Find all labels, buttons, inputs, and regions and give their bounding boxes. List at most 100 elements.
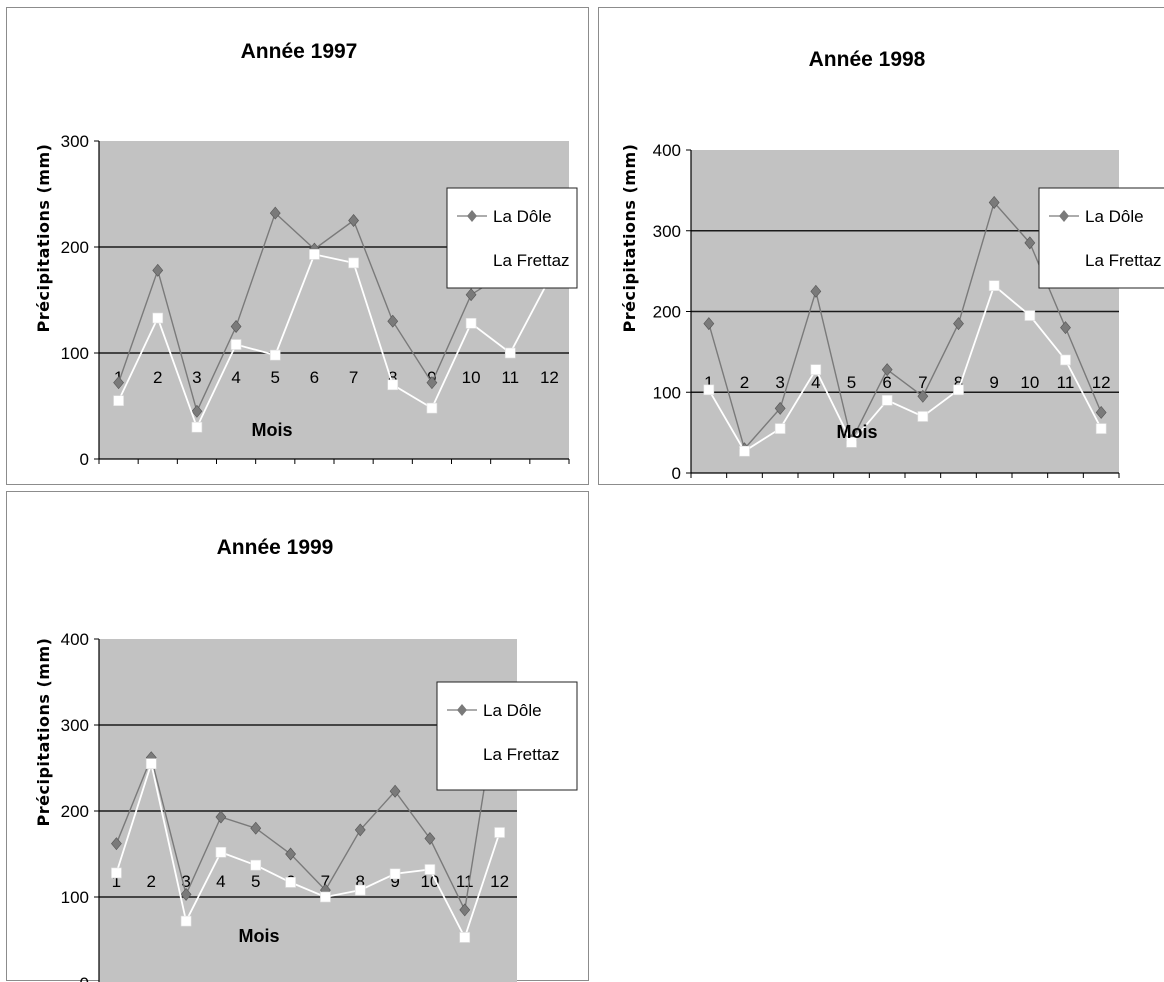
data-point-square [215, 846, 227, 858]
series-line [708, 284, 1102, 453]
data-point-square [191, 421, 203, 433]
data-point-square [285, 877, 296, 888]
x-tick-label: 4 [811, 373, 820, 392]
data-point-square [320, 891, 331, 903]
data-point-square [1095, 423, 1107, 434]
y-tick-label: 300 [61, 132, 89, 151]
legend-marker-square [467, 255, 477, 265]
legend-label: La Frettaz [1085, 251, 1162, 270]
legend-box [436, 681, 578, 791]
x-tick-label: 3 [181, 872, 190, 891]
data-point-square [180, 915, 192, 927]
data-point-square [504, 347, 516, 359]
data-point-diamond [917, 389, 929, 403]
x-tick-label: 5 [271, 368, 280, 387]
x-tick-label: 2 [740, 373, 749, 392]
legend-box [1038, 187, 1164, 289]
data-point-diamond [459, 903, 471, 917]
chart-1997: 0100200300123456789101112Année 1997MoisP… [34, 40, 578, 469]
y-tick-label: 400 [653, 141, 681, 160]
data-point-square [953, 384, 964, 396]
x-tick-label: 11 [501, 368, 519, 387]
data-point-diamond [348, 214, 359, 227]
x-tick-label: 4 [231, 368, 240, 387]
data-point-square [426, 402, 438, 414]
data-point-diamond [389, 784, 401, 798]
y-tick-label: 100 [61, 344, 89, 363]
data-point-square [846, 437, 857, 448]
data-point-square [389, 868, 401, 880]
x-tick-label: 11 [1057, 373, 1075, 392]
x-tick-label: 3 [775, 373, 784, 392]
data-point-square [152, 312, 164, 324]
data-point-diamond [387, 314, 399, 328]
x-tick-label: 6 [310, 368, 319, 387]
data-point-square [988, 280, 1000, 291]
data-point-square [739, 445, 750, 457]
x-tick-label: 12 [490, 872, 509, 891]
data-point-square [230, 339, 242, 350]
x-tick-label: 1 [704, 373, 713, 392]
data-point-square [881, 395, 893, 406]
y-axis-label: Précipitations (mm) [34, 638, 53, 827]
data-point-square [494, 827, 505, 838]
data-point-square [703, 384, 715, 396]
data-point-diamond [250, 821, 262, 835]
y-tick-label: 300 [653, 222, 681, 241]
data-point-diamond [230, 320, 242, 333]
series-line [117, 206, 551, 414]
data-point-square [424, 864, 436, 875]
data-point-square [387, 379, 399, 391]
y-tick-label: 0 [80, 974, 89, 982]
legend-marker-diamond [1059, 210, 1069, 222]
y-tick-label: 100 [61, 888, 89, 907]
legend-marker-square [457, 749, 467, 759]
data-point-square [459, 932, 471, 943]
x-tick-label: 10 [462, 368, 481, 387]
x-tick-label: 5 [847, 373, 856, 392]
data-point-diamond [1060, 321, 1071, 335]
data-point-diamond [215, 810, 227, 824]
data-point-diamond [113, 376, 124, 390]
x-tick-label: 7 [321, 872, 330, 891]
data-point-square [269, 349, 281, 361]
x-tick-label: 8 [388, 368, 397, 387]
data-point-square [250, 859, 262, 871]
data-point-diamond [1095, 405, 1107, 419]
legend-label: La Dôle [493, 207, 552, 226]
y-tick-label: 0 [80, 450, 89, 469]
series-line [708, 201, 1102, 451]
data-point-diamond [953, 317, 964, 331]
series-line [117, 253, 551, 430]
data-point-diamond [180, 887, 192, 901]
y-tick-label: 400 [61, 630, 89, 649]
x-tick-label: 12 [1092, 373, 1111, 392]
x-tick-label: 9 [390, 872, 399, 891]
y-tick-label: 100 [653, 383, 681, 402]
x-tick-label: 2 [153, 368, 162, 387]
chart-panel-1998: 0 100 200 300 400 1 2 3 4 5 6 7 8 9 10 11 12 Année 1998 Mo… [598, 7, 1164, 485]
chart-panel-1997: 0100200300123456789101112Année 1997MoisP… [6, 7, 589, 485]
y-tick-label: 200 [61, 802, 89, 821]
x-tick-label: 6 [882, 373, 891, 392]
y-tick-label: 0 [672, 464, 681, 483]
x-axis-label: Mois [251, 420, 292, 440]
data-point-square [348, 257, 359, 269]
data-point-diamond [111, 837, 122, 851]
data-point-square [145, 758, 157, 770]
data-point-diamond [354, 823, 366, 837]
x-tick-label: 4 [216, 872, 225, 891]
data-point-diamond [703, 317, 715, 331]
legend-label: La Frettaz [483, 745, 560, 764]
chart-title: Année 1998 [809, 48, 926, 71]
data-point-diamond [988, 196, 1000, 209]
data-point-diamond [810, 284, 822, 298]
x-tick-label: 7 [349, 368, 358, 387]
y-tick-label: 300 [61, 716, 89, 735]
x-tick-label: 2 [147, 872, 156, 891]
x-tick-label: 5 [251, 872, 260, 891]
data-point-square [917, 411, 929, 422]
